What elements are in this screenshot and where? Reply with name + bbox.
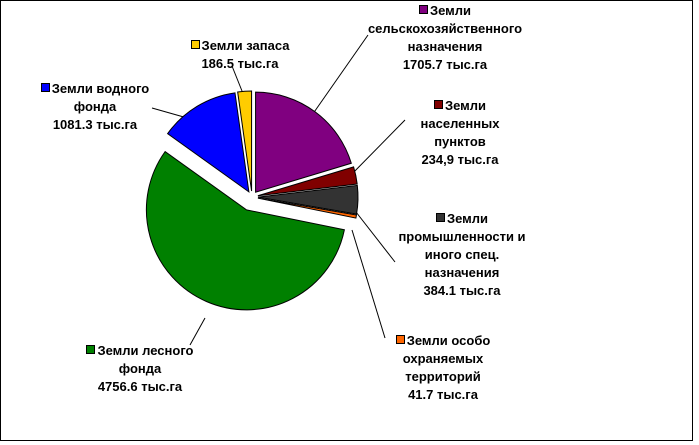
category-name: Земли лесного фонда (97, 343, 194, 376)
data-label: Земли промышленности и иного спец. назна… (392, 210, 532, 300)
value-label: 4756.6 тыс.га (97, 379, 183, 394)
category-label: Земли промышленности и иного спец. назна… (392, 210, 532, 282)
value-label: 1705.7 тыс.га (402, 57, 488, 72)
pie-slice (257, 197, 358, 219)
category-name: Земли запаса (201, 38, 290, 53)
category-name: Земли населенных пунктов (420, 98, 500, 149)
category-name: Земли особо охраняемых территорий (402, 333, 491, 384)
leader-line (347, 119, 406, 179)
category-label: Земли запаса (175, 37, 305, 55)
legend-marker (433, 100, 443, 109)
category-name: Земли сельскохозяйственного назначения (367, 3, 523, 54)
category-label: Земли населенных пунктов (400, 97, 520, 151)
category-name: Земли водного фонда (51, 81, 150, 114)
pie-slice (145, 150, 345, 311)
leader-line (309, 34, 369, 119)
value-label: 41.7 тыс.га (408, 387, 478, 402)
value-label: 1081.3 тыс.га (52, 117, 138, 132)
data-label: Земли особо охраняемых территорий 41.7 ты… (378, 332, 508, 404)
leader-line (189, 317, 206, 346)
legend-marker (435, 213, 445, 222)
legend-marker (40, 83, 50, 92)
value-label: 384.1 тыс.га (423, 283, 501, 298)
data-label: Земли водного фонда 1081.3 тыс.га (30, 80, 160, 134)
category-label: Земли сельскохозяйственного назначения (365, 2, 525, 56)
category-label: Земли особо охраняемых территорий (378, 332, 508, 386)
data-label: Земли населенных пунктов 234,9 тыс.га (400, 97, 520, 169)
pie-slice (257, 184, 359, 215)
category-label: Земли водного фонда (30, 80, 160, 116)
legend-marker (190, 40, 200, 49)
data-label: Земли запаса 186.5 тыс.га (175, 37, 305, 73)
pie-slice (257, 166, 358, 197)
pie-slice (166, 92, 250, 193)
legend-marker (395, 335, 405, 344)
data-label: Земли сельскохозяйственного назначения 17… (365, 2, 525, 74)
category-label: Земли лесного фонда (70, 342, 210, 378)
value-label: 186.5 тыс.га (201, 56, 279, 71)
legend-marker (418, 5, 428, 14)
leader-line (355, 211, 396, 263)
pie-slice (237, 90, 253, 192)
value-label: 234,9 тыс.га (421, 152, 499, 167)
pie-slice (255, 91, 352, 193)
data-label: Земли лесного фонда 4756.6 тыс.га (70, 342, 210, 396)
category-name: Земли промышленности и иного спец. назна… (398, 211, 526, 280)
legend-marker (86, 345, 96, 354)
leader-lines (151, 34, 406, 346)
leader-line (351, 229, 386, 339)
